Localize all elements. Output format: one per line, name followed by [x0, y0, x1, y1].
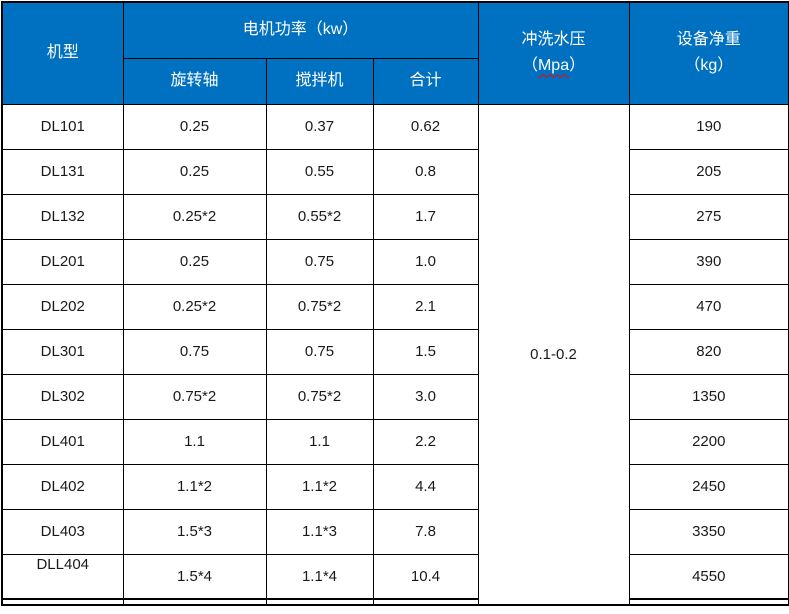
- weight-cell: 205: [628, 148, 789, 195]
- model-cell: DL403: [1, 508, 124, 555]
- table-row: DL132 0.25*2 0.55*2 1.7 275: [1, 193, 789, 240]
- model-cell: DL302: [1, 373, 124, 420]
- table-row: DL301 0.75 0.75 1.5 820: [1, 328, 789, 375]
- empty-cell: [628, 599, 789, 606]
- weight-cell: 1350: [628, 373, 789, 420]
- weight-cell: 275: [628, 193, 789, 240]
- header-motor-power: 电机功率（kw）: [122, 1, 479, 59]
- weight-cell: 470: [628, 283, 789, 330]
- weight-cell: 3350: [628, 508, 789, 555]
- total-cell: 1.5: [372, 328, 479, 375]
- empty-cell: [1, 599, 124, 606]
- subheader-rotating-shaft: 旋转轴: [122, 57, 267, 105]
- weight-cell: 2450: [628, 463, 789, 510]
- mixer-cell: 0.75*2: [265, 373, 374, 420]
- table-row: DL202 0.25*2 0.75*2 2.1 470: [1, 283, 789, 330]
- subheader-total: 合计: [372, 57, 479, 105]
- total-cell: 2.2: [372, 418, 479, 465]
- empty-cell: [122, 599, 267, 606]
- paren-close: ）: [569, 57, 586, 75]
- model-cell: DL201: [1, 238, 124, 285]
- clipped-empty-row: [1, 599, 789, 606]
- table-row: DL302 0.75*2 0.75*2 3.0 1350: [1, 373, 789, 420]
- mixer-cell: 1.1*2: [265, 463, 374, 510]
- model-cell: DL101: [1, 103, 124, 150]
- shaft-cell: 1.5*3: [122, 508, 267, 555]
- total-cell: 1.7: [372, 193, 479, 240]
- total-cell: 7.8: [372, 508, 479, 555]
- total-cell: 0.8: [372, 148, 479, 195]
- table-header: 机型 电机功率（kw） 冲洗水压 （Mpa） 设备净重 （kg） 旋转轴 搅拌机…: [1, 1, 789, 105]
- table-row: DL402 1.1*2 1.1*2 4.4 2450: [1, 463, 789, 510]
- header-model: 机型: [1, 1, 124, 105]
- weight-cell: 820: [628, 328, 789, 375]
- total-cell: 3.0: [372, 373, 479, 420]
- shaft-cell: 0.25*2: [122, 283, 267, 330]
- empty-cell: [372, 599, 479, 606]
- mixer-cell: 0.75*2: [265, 283, 374, 330]
- subheader-mixer: 搅拌机: [265, 57, 374, 105]
- model-cell: DLL404: [1, 553, 124, 600]
- mixer-cell: 1.1*3: [265, 508, 374, 555]
- model-cell: DL401: [1, 418, 124, 465]
- shaft-cell: 0.25: [122, 148, 267, 195]
- model-cell: DL132: [1, 193, 124, 240]
- total-cell: 10.4: [372, 553, 479, 600]
- mixer-cell: 0.55: [265, 148, 374, 195]
- weight-cell: 4550: [628, 553, 789, 600]
- header-net-weight-line2: （kg）: [684, 57, 734, 75]
- mixer-cell: 1.1*4: [265, 553, 374, 600]
- mixer-cell: 0.75: [265, 328, 374, 375]
- empty-cell: [265, 599, 374, 606]
- shaft-cell: 1.1*2: [122, 463, 267, 510]
- shaft-cell: 0.25: [122, 103, 267, 150]
- header-water-pressure-line2: （Mpa）: [479, 53, 628, 79]
- pressure-merged-cell: 0.1-0.2: [477, 103, 630, 606]
- shaft-cell: 1.5*4: [122, 553, 267, 600]
- table-row: DL101 0.25 0.37 0.62 0.1-0.2 190: [1, 103, 789, 606]
- weight-cell: 190: [628, 103, 789, 150]
- weight-cell: 390: [628, 238, 789, 285]
- mixer-cell: 0.75: [265, 238, 374, 285]
- model-cell: DL301: [1, 328, 124, 375]
- table-body: DL101 0.25 0.37 0.62 0.1-0.2 190 DL131 0…: [1, 103, 789, 606]
- header-net-weight: 设备净重 （kg）: [628, 1, 789, 105]
- total-cell: 2.1: [372, 283, 479, 330]
- table-row: DLL404 1.5*4 1.1*4 10.4 4550: [1, 553, 789, 600]
- total-cell: 1.0: [372, 238, 479, 285]
- table-row: DL131 0.25 0.55 0.8 205: [1, 148, 789, 195]
- header-water-pressure: 冲洗水压 （Mpa）: [477, 1, 630, 105]
- model-cell: DL131: [1, 148, 124, 195]
- table-row: DL201 0.25 0.75 1.0 390: [1, 238, 789, 285]
- mixer-cell: 0.55*2: [265, 193, 374, 240]
- paren-open: （: [521, 57, 538, 75]
- model-cell: DL402: [1, 463, 124, 510]
- table-row: DL403 1.5*3 1.1*3 7.8 3350: [1, 508, 789, 555]
- table-row: DL401 1.1 1.1 2.2 2200: [1, 418, 789, 465]
- total-cell: 0.62: [372, 103, 479, 150]
- header-row-sub: 旋转轴 搅拌机 合计: [2, 57, 789, 105]
- model-cell: DL202: [1, 283, 124, 330]
- weight-cell: 2200: [628, 418, 789, 465]
- header-net-weight-line1: 设备净重: [676, 31, 741, 49]
- header-water-pressure-line1: 冲洗水压: [521, 31, 586, 49]
- header-row-top: 机型 电机功率（kw） 冲洗水压 （Mpa） 设备净重 （kg）: [1, 1, 789, 105]
- shaft-cell: 0.75: [122, 328, 267, 375]
- shaft-cell: 0.25*2: [122, 193, 267, 240]
- shaft-cell: 1.1: [122, 418, 267, 465]
- shaft-cell: 0.75*2: [122, 373, 267, 420]
- pressure-unit-misspelled: Mpa: [537, 57, 570, 75]
- mixer-cell: 0.37: [265, 103, 374, 150]
- shaft-cell: 0.25: [122, 238, 267, 285]
- mixer-cell: 1.1: [265, 418, 374, 465]
- total-cell: 4.4: [372, 463, 479, 510]
